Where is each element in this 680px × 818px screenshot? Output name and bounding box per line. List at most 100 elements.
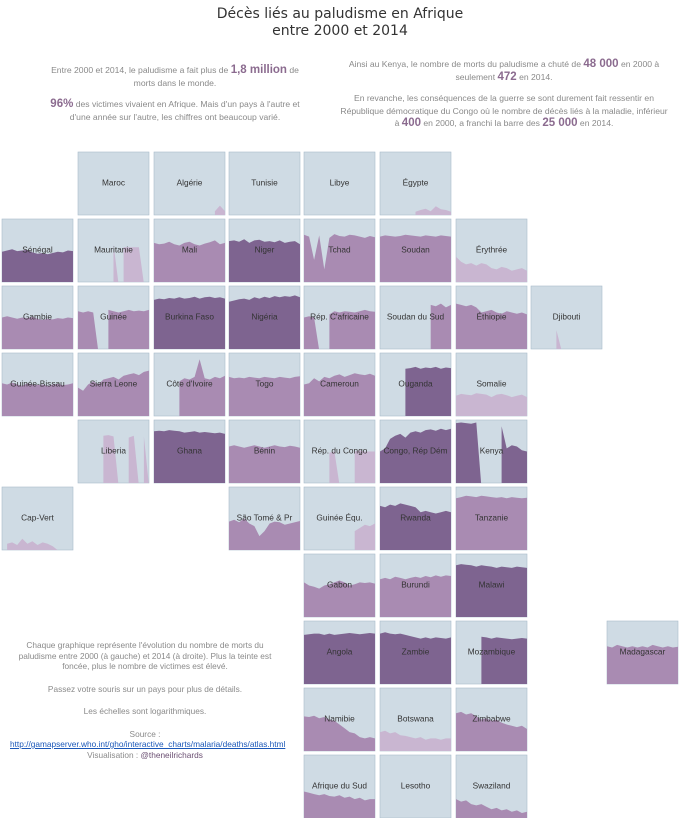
country-tile-mozambique[interactable]: Mozambique	[455, 620, 528, 685]
country-label: Égypte	[403, 178, 429, 188]
country-tile-cameroun[interactable]: Cameroun	[303, 352, 376, 417]
country-label: Madagascar	[620, 647, 666, 657]
country-tile-guinee-bissau[interactable]: Guinée-Bissau	[1, 352, 74, 417]
death-area-ghana	[154, 430, 225, 483]
chart-title: Décès liés au paludisme en Afrique entre…	[0, 6, 680, 40]
country-tile-mali[interactable]: Mali	[153, 218, 226, 283]
stat-kenya-2000: 48 000	[583, 58, 619, 70]
country-label: Éthiopie	[477, 312, 507, 322]
country-tile-benin[interactable]: Bénin	[228, 419, 301, 484]
country-tile-guinee[interactable]: Guinée	[77, 285, 150, 350]
country-tile-zimbabwe[interactable]: Zimbabwe	[455, 687, 528, 752]
country-tile-burkina-faso[interactable]: Burkina Faso	[153, 285, 226, 350]
country-tile-botswana[interactable]: Botswana	[379, 687, 452, 752]
country-tile-ethiopie[interactable]: Éthiopie	[455, 285, 528, 350]
country-tile-egypte[interactable]: Égypte	[379, 151, 452, 216]
country-tile-algerie[interactable]: Algérie	[153, 151, 226, 216]
country-tile-togo[interactable]: Togo	[228, 352, 301, 417]
country-label: Maroc	[102, 178, 125, 188]
country-tile-swaziland[interactable]: Swaziland	[455, 754, 528, 818]
country-tile-liberia[interactable]: Liberia	[77, 419, 150, 484]
death-area-gabon	[304, 580, 375, 617]
country-tile-cote-d-ivoire[interactable]: Côte d'Ivoire	[153, 352, 226, 417]
death-area-soudan	[380, 234, 451, 282]
death-area-guinee-equ	[354, 523, 375, 550]
country-tile-afrique-du-sud[interactable]: Afrique du Sud	[303, 754, 376, 818]
country-tile-libye[interactable]: Libye	[303, 151, 376, 216]
death-area-gambie	[2, 316, 73, 349]
country-tile-tchad[interactable]: Tchad	[303, 218, 376, 283]
source-link[interactable]: http://gamapserver.who.int/gho/interacti…	[10, 739, 286, 749]
death-area-angola	[304, 633, 375, 684]
death-area-rep-du-congo	[329, 450, 375, 483]
country-tile-malawi[interactable]: Malawi	[455, 553, 528, 618]
country-tile-nigeria[interactable]: Nigéria	[228, 285, 301, 350]
country-tile-tanzanie[interactable]: Tanzanie	[455, 486, 528, 551]
country-tile-rwanda[interactable]: Rwanda	[379, 486, 452, 551]
country-label: Ouganda	[398, 379, 433, 389]
country-label: Algérie	[177, 178, 203, 188]
tile-background	[530, 285, 603, 350]
country-tile-ouganda[interactable]: Ouganda	[379, 352, 452, 417]
country-tile-sierra-leone[interactable]: Sierra Leone	[77, 352, 150, 417]
tile-background	[379, 754, 452, 818]
country-label: Soudan	[401, 245, 430, 255]
intro-right-text: en 2014.	[577, 118, 614, 128]
country-label: Swaziland	[473, 781, 511, 791]
country-tile-congo-rep-dem[interactable]: Congo, Rép Dém	[379, 419, 452, 484]
death-area-burundi	[380, 575, 451, 617]
intro-left-text: des victimes vivaient en Afrique. Mais d…	[69, 99, 300, 122]
country-label: Zimbabwe	[472, 714, 511, 724]
death-area-madagascar	[607, 644, 678, 684]
country-tile-rep-du-congo[interactable]: Rép. du Congo	[303, 419, 376, 484]
tile-background	[77, 151, 150, 216]
country-tile-maroc[interactable]: Maroc	[77, 151, 150, 216]
country-tile-kenya[interactable]: Kenya	[455, 419, 528, 484]
country-label: Sénégal	[22, 245, 53, 255]
country-label: Guinée	[100, 312, 127, 322]
stat-africa-share: 96%	[50, 98, 74, 110]
country-label: Namibie	[324, 714, 355, 724]
country-label: Congo, Rép Dém	[383, 446, 447, 456]
country-tile-soudan-du-sud[interactable]: Soudan du Sud	[379, 285, 452, 350]
country-tile-senegal[interactable]: Sénégal	[1, 218, 74, 283]
country-label: Mozambique	[468, 647, 516, 657]
country-label: Soudan du Sud	[387, 312, 445, 322]
intro-left-text: Entre 2000 et 2014, le paludisme a fait …	[51, 65, 231, 75]
country-label: Angola	[327, 647, 353, 657]
country-label: Libye	[330, 178, 350, 188]
intro-right: Ainsi au Kenya, le nombre de morts du pa…	[340, 58, 668, 139]
country-tile-sao-tome-pr[interactable]: São Tomé & Pr	[228, 486, 301, 551]
country-tile-rep-c-africaine[interactable]: Rép. C'africaine	[303, 285, 376, 350]
country-tile-lesotho[interactable]: Lesotho	[379, 754, 452, 818]
country-tile-tunisie[interactable]: Tunisie	[228, 151, 301, 216]
country-tile-djibouti[interactable]: Djibouti	[530, 285, 603, 350]
country-tile-burundi[interactable]: Burundi	[379, 553, 452, 618]
chart-title-line1: Décès liés au paludisme en Afrique	[216, 6, 464, 22]
death-area-kenya	[456, 422, 527, 483]
country-tile-zambie[interactable]: Zambie	[379, 620, 452, 685]
country-label: Tunisie	[251, 178, 278, 188]
death-area-botswana	[380, 730, 451, 751]
country-label: Ghana	[177, 446, 202, 456]
death-area-tanzanie	[456, 495, 527, 550]
country-tile-angola[interactable]: Angola	[303, 620, 376, 685]
country-tile-gabon[interactable]: Gabon	[303, 553, 376, 618]
country-tile-gambie[interactable]: Gambie	[1, 285, 74, 350]
country-tile-namibie[interactable]: Namibie	[303, 687, 376, 752]
country-tile-mauritanie[interactable]: Mauritanie	[77, 218, 150, 283]
death-area-soudan-du-sud	[430, 303, 451, 349]
country-tile-somalie[interactable]: Somalie	[455, 352, 528, 417]
country-tile-niger[interactable]: Niger	[228, 218, 301, 283]
country-tile-madagascar[interactable]: Madagascar	[606, 620, 679, 685]
note-explanation: Chaque graphique représente l'évolution …	[18, 640, 272, 671]
intro-right-text: en 2014.	[516, 71, 553, 82]
intro-left: Entre 2000 et 2014, le paludisme a fait …	[40, 64, 310, 132]
country-tile-soudan[interactable]: Soudan	[379, 218, 452, 283]
country-tile-erythree[interactable]: Érythrée	[455, 218, 528, 283]
country-tile-guinee-equ[interactable]: Guinée Équ.	[303, 486, 376, 551]
viz-handle[interactable]: @theneilrichards	[140, 749, 203, 760]
country-label: Rép. du Congo	[312, 446, 368, 456]
country-tile-cap-vert[interactable]: Cap-Vert	[1, 486, 74, 551]
country-tile-ghana[interactable]: Ghana	[153, 419, 226, 484]
